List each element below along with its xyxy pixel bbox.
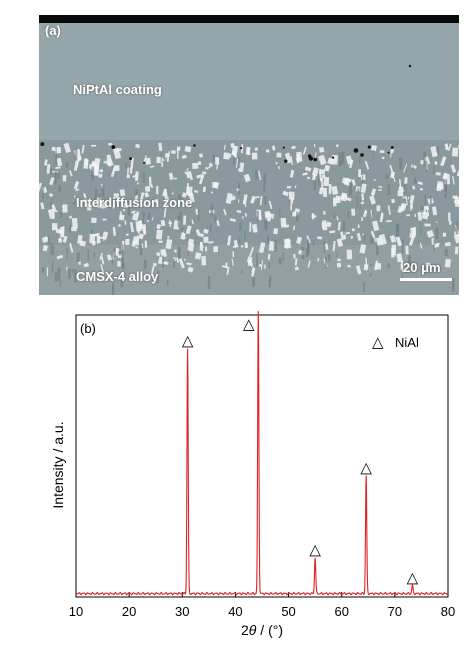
micrograph-image (39, 15, 459, 295)
label-coating: NiPtAl coating (73, 82, 162, 97)
scale-bar-label: 20 μm (403, 260, 441, 275)
scale-bar (400, 278, 452, 281)
peak-marker: △ (309, 541, 321, 558)
sem-micrograph: (a) NiPtAl coating Interdiffusion zone C… (39, 15, 459, 295)
peak-markers: △ △ △ △ △ (182, 316, 419, 587)
x-tick-label: 50 (281, 604, 295, 619)
x-axis-label-number: 2 (241, 622, 249, 638)
x-axis-label-symbol: θ (249, 622, 257, 638)
x-tick-label: 40 (228, 604, 242, 619)
xrd-chart: 10 20 30 40 50 60 70 80 △ △ △ △ △ (b) △ NiAl Intens… (50, 311, 455, 638)
x-axis-label: 2θ / (°) (241, 622, 283, 638)
x-tick-label: 10 (69, 604, 83, 619)
legend-symbol: △ (372, 334, 384, 351)
x-tick-label: 30 (175, 604, 189, 619)
peak-marker: △ (360, 460, 372, 477)
label-substrate: CMSX-4 alloy (76, 269, 159, 284)
x-tick-label: 80 (441, 604, 455, 619)
x-tick-label: 60 (334, 604, 348, 619)
plot-frame (75, 314, 449, 598)
x-tick-label: 20 (122, 604, 136, 619)
panel-label-b: (b) (80, 321, 96, 336)
peak-marker: △ (182, 333, 194, 350)
x-ticks: 10 20 30 40 50 60 70 80 (69, 592, 455, 619)
x-axis-label-unit: / (°) (256, 622, 283, 638)
xrd-series-line (75, 311, 449, 596)
x-tick-label: 70 (388, 604, 402, 619)
panel-label-a: (a) (45, 23, 61, 38)
peak-marker: △ (407, 570, 419, 587)
y-axis-label: Intensity / a.u. (50, 421, 66, 508)
peak-marker: △ (243, 316, 255, 333)
label-interdiffusion-zone: Interdiffusion zone (76, 195, 193, 210)
legend-label: NiAl (395, 335, 419, 350)
